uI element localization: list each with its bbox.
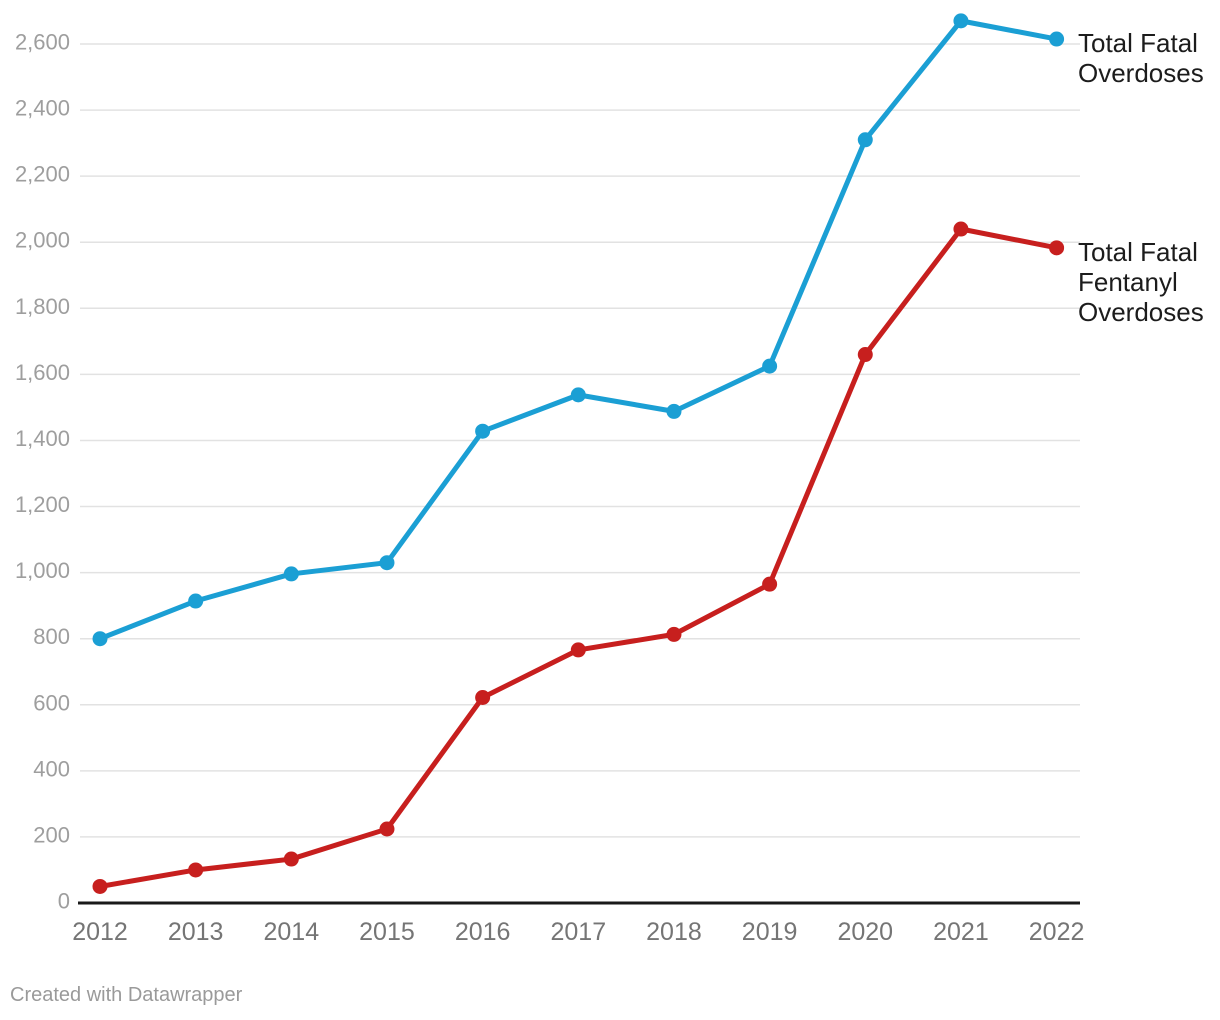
data-point bbox=[283, 566, 299, 582]
y-tick-label: 2,000 bbox=[15, 228, 70, 253]
data-point bbox=[1049, 31, 1065, 47]
y-tick-label: 200 bbox=[33, 822, 70, 847]
x-tick-label: 2019 bbox=[742, 918, 798, 946]
legend-label-line: Total Fatal bbox=[1078, 28, 1198, 59]
data-point bbox=[666, 403, 682, 419]
data-point bbox=[762, 358, 778, 374]
x-tick-label: 2017 bbox=[550, 918, 606, 946]
x-tick-label: 2013 bbox=[168, 918, 224, 946]
legend-label-line: Fentanyl bbox=[1078, 266, 1178, 297]
y-tick-label: 2,200 bbox=[15, 162, 70, 187]
legend-label-line: Total Fatal bbox=[1078, 236, 1198, 267]
legend-label-line: Overdoses bbox=[1078, 296, 1204, 327]
x-tick-label: 2021 bbox=[933, 918, 989, 946]
data-point bbox=[92, 631, 108, 647]
data-point bbox=[379, 555, 395, 571]
y-tick-label: 1,800 bbox=[15, 294, 70, 319]
data-point bbox=[857, 132, 873, 148]
x-tick-label: 2012 bbox=[72, 918, 128, 946]
series-line bbox=[97, 226, 1060, 889]
legend-label: Total Fatal Overdoses bbox=[1078, 28, 1204, 88]
legend-label-line: Overdoses bbox=[1078, 58, 1204, 89]
data-point bbox=[1049, 240, 1065, 256]
data-point bbox=[666, 626, 682, 642]
data-point bbox=[762, 576, 778, 592]
x-tick-label: 2016 bbox=[455, 918, 511, 946]
data-point bbox=[475, 690, 491, 706]
data-point bbox=[953, 221, 969, 237]
x-tick-label: 2020 bbox=[837, 918, 893, 946]
data-point bbox=[953, 13, 969, 29]
y-tick-label: 0 bbox=[58, 889, 70, 914]
y-tick-label: 400 bbox=[33, 756, 70, 781]
data-point bbox=[857, 347, 873, 363]
datawrapper-credit: Created with Datawrapper bbox=[10, 984, 243, 1006]
data-point bbox=[379, 821, 395, 837]
chart-canvas: 0 200 400 600 800 1,000 1,200 1,400 1,600 1,800 2,… bbox=[15, 13, 1085, 946]
y-tick-label: 2,400 bbox=[15, 96, 70, 121]
data-point bbox=[188, 862, 204, 878]
data-point bbox=[92, 878, 108, 894]
y-tick-label: 600 bbox=[33, 690, 70, 715]
y-tick-label: 800 bbox=[33, 624, 70, 649]
data-point bbox=[188, 593, 204, 609]
legend-label: Total Fatal Fentanyl Overdoses bbox=[1078, 237, 1204, 327]
y-tick-label: 2,600 bbox=[15, 30, 70, 55]
y-tick-label: 1,000 bbox=[15, 558, 70, 583]
x-tick-label: 2014 bbox=[264, 918, 320, 946]
y-tick-label: 1,400 bbox=[15, 426, 70, 451]
data-point bbox=[570, 642, 586, 658]
y-tick-label: 1,200 bbox=[15, 492, 70, 517]
series-line bbox=[97, 18, 1060, 642]
data-point bbox=[283, 851, 299, 867]
y-tick-label: 1,600 bbox=[15, 360, 70, 385]
x-tick-label: 2018 bbox=[646, 918, 702, 946]
data-point bbox=[475, 423, 491, 439]
data-point bbox=[570, 387, 586, 403]
x-tick-label: 2015 bbox=[359, 918, 415, 946]
x-tick-label: 2022 bbox=[1029, 918, 1085, 946]
